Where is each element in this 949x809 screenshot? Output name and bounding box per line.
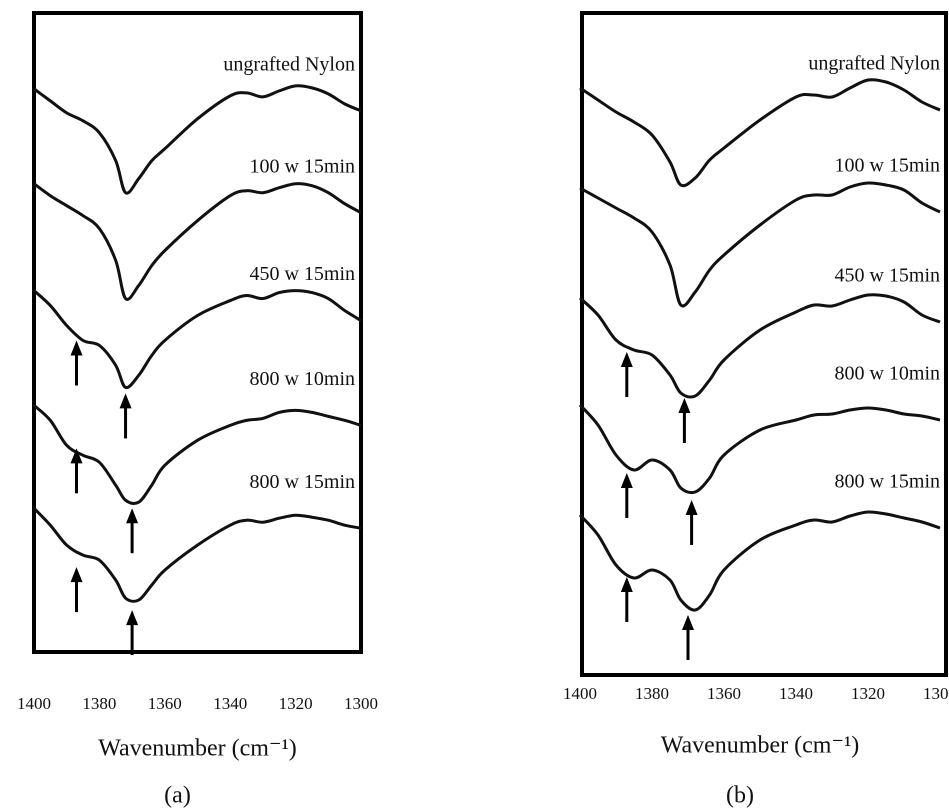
panel-label: (b) [726,783,754,809]
spectrum-line [34,508,361,601]
x-tick-label: 1340 [213,694,247,713]
x-tick-label: 1400 [17,694,51,713]
arrow-head [621,473,633,488]
x-tick-label: 1380 [82,694,116,713]
arrow [126,610,138,655]
x-tick-label: 1300 [344,694,378,713]
x-axis-label: Wavenumber (cm⁻¹) [661,733,860,759]
arrow-head [71,340,83,355]
spectrum-line [580,512,940,610]
series-label: 800 w 10min [249,368,355,390]
x-tick-label: 1360 [707,684,741,703]
series-label: 800 w 15min [834,471,940,493]
arrow [621,473,633,518]
series-label: 100 w 15min [249,155,355,177]
x-tick-label: 1360 [148,694,182,713]
x-tick-label: 1320 [279,694,313,713]
series-label: 450 w 15min [834,265,940,287]
x-axis-label: Wavenumber (cm⁻¹) [98,736,297,762]
panel-label: (a) [164,783,191,809]
arrow-head [678,398,690,413]
series-label: 100 w 15min [834,155,940,177]
arrow [678,398,690,443]
arrow [71,340,83,385]
spectrum-line [580,183,940,306]
x-tick-label: 1320 [851,684,885,703]
arrow-head [126,508,138,523]
series-label: 800 w 10min [834,363,940,385]
arrow [126,508,138,553]
arrow [621,352,633,397]
arrow-head [120,393,132,408]
arrow [682,615,694,660]
x-tick-label: 1400 [563,684,597,703]
x-tick-label: 1300 [923,684,949,703]
x-tick-label: 1340 [779,684,813,703]
series-label: ungrafted Nylon [808,53,940,75]
series-label: 450 w 15min [249,263,355,285]
arrow [621,577,633,622]
plot-frame [582,13,946,675]
arrow [686,500,698,545]
series-label: ungrafted Nylon [223,53,355,75]
figure: 1400 1380 1360 1340 1320 1300 Wavenumber (cm⁻¹… [0,0,949,809]
series-label: 800 w 15min [249,471,355,493]
arrow-head [686,500,698,515]
arrow-head [126,610,138,625]
arrow-head [682,615,694,630]
arrow [120,393,132,438]
arrow-head [621,577,633,592]
arrow [71,567,83,612]
x-tick-label: 1380 [635,684,669,703]
arrow-head [71,567,83,582]
arrow-head [621,352,633,367]
